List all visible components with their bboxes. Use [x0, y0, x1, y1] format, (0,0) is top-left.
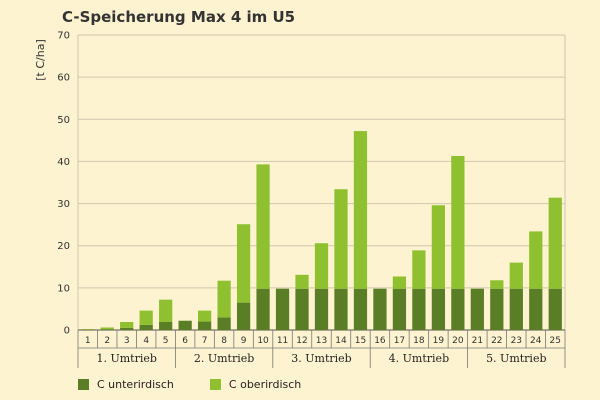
x-tick-label-13: 13 [316, 336, 327, 346]
x-tick-label-14: 14 [335, 336, 347, 346]
bar-unterirdisch-8 [217, 317, 231, 330]
bar-unterirdisch-18 [412, 288, 426, 330]
group-label-3: 3. Umtrieb [291, 352, 351, 365]
bar-oberirdisch-20 [451, 155, 465, 289]
bar-unterirdisch-9 [236, 302, 251, 330]
y-axis-label: [t C/ha] [34, 39, 47, 81]
legend-label-c-unterirdisch: C unterirdisch [97, 378, 174, 391]
y-tick-label-30: 30 [57, 199, 70, 210]
y-tick-label-10: 10 [57, 283, 70, 294]
bar-unterirdisch-14 [334, 288, 348, 330]
bars [81, 131, 562, 330]
x-tick-label-25: 25 [550, 336, 561, 346]
chart-title: C-Speicherung Max 4 im U5 [62, 8, 296, 26]
bar-unterirdisch-15 [353, 288, 368, 330]
bar-unterirdisch-10 [256, 288, 270, 330]
bar-oberirdisch-22 [490, 280, 504, 289]
x-tick-label-20: 20 [452, 336, 464, 346]
x-tick-label-6: 6 [182, 336, 188, 346]
bar-oberirdisch-19 [431, 205, 446, 289]
x-tick-label-3: 3 [124, 336, 130, 346]
bar-unterirdisch-20 [451, 288, 465, 330]
bar-oberirdisch-18 [412, 250, 426, 289]
x-tick-label-5: 5 [163, 336, 169, 346]
bar-oberirdisch-15 [353, 131, 368, 289]
bar-oberirdisch-12 [295, 274, 309, 289]
y-tick-label-50: 50 [57, 115, 70, 126]
y-tick-label-0: 0 [64, 326, 70, 337]
bar-oberirdisch-3 [120, 321, 134, 328]
x-tick-label-16: 16 [374, 336, 386, 346]
x-tick-label-4: 4 [143, 336, 149, 346]
x-tick-label-21: 21 [472, 336, 483, 346]
x-category-labels: 1 2 3 4 5 6 7 8 9 10 11 12 13 14 15 16 17 18 19 20 21 22 23 24 2… [77, 330, 566, 368]
x-tick-label-11: 11 [277, 336, 288, 346]
y-tick-label-60: 60 [57, 73, 70, 84]
x-tick-label-2: 2 [104, 336, 110, 346]
legend-item-c-oberirdisch: C oberirdisch [209, 378, 302, 391]
group-label-2: 2. Umtrieb [194, 352, 254, 365]
y-tick-labels: 0 10 20 30 40 50 60 70 [57, 31, 70, 337]
bar-oberirdisch-25 [548, 197, 562, 289]
group-label-5: 5. Umtrieb [486, 352, 546, 365]
bar-oberirdisch-4 [139, 310, 153, 325]
x-tick-label-24: 24 [530, 336, 542, 346]
bar-oberirdisch-7 [197, 310, 212, 322]
x-tick-label-23: 23 [511, 336, 522, 346]
bar-unterirdisch-19 [431, 288, 446, 330]
x-tick-label-17: 17 [394, 336, 405, 346]
bar-unterirdisch-25 [548, 288, 562, 330]
bar-unterirdisch-4 [139, 324, 153, 330]
bar-oberirdisch-24 [529, 231, 543, 289]
bar-unterirdisch-5 [159, 321, 173, 330]
legend: C unterirdisch C oberirdisch [78, 378, 301, 391]
x-tick-label-12: 12 [296, 336, 307, 346]
bar-unterirdisch-6 [178, 320, 192, 330]
bar-unterirdisch-3 [120, 327, 134, 330]
bar-unterirdisch-21 [470, 288, 484, 330]
x-tick-label-8: 8 [221, 336, 227, 346]
bar-unterirdisch-11 [275, 288, 290, 330]
bar-unterirdisch-17 [392, 288, 407, 330]
group-label-1: 1. Umtrieb [96, 352, 156, 365]
bar-oberirdisch-10 [256, 164, 270, 289]
x-tick-label-22: 22 [491, 336, 502, 346]
legend-item-c-unterirdisch: C unterirdisch [78, 378, 174, 391]
bar-unterirdisch-16 [373, 288, 387, 330]
bar-unterirdisch-12 [295, 288, 309, 330]
x-tick-label-15: 15 [355, 336, 366, 346]
group-labels: 1. Umtrieb 2. Umtrieb 3. Umtrieb 4. Umtrieb… [96, 352, 546, 365]
bar-unterirdisch-2 [100, 329, 114, 330]
y-tick-label-70: 70 [57, 31, 70, 42]
bar-oberirdisch-17 [392, 276, 407, 289]
group-label-4: 4. Umtrieb [389, 352, 449, 365]
bar-oberirdisch-5 [159, 299, 173, 322]
x-tick-label-9: 9 [241, 336, 247, 346]
bar-oberirdisch-14 [334, 189, 348, 289]
bar-oberirdisch-13 [314, 243, 329, 289]
bar-oberirdisch-8 [217, 280, 231, 318]
x-tick-label-19: 19 [433, 336, 445, 346]
x-tick-label-10: 10 [257, 336, 269, 346]
bar-unterirdisch-22 [490, 288, 504, 330]
y-tick-label-20: 20 [57, 241, 70, 252]
x-tick-label-7: 7 [202, 336, 208, 346]
y-tick-label-40: 40 [57, 157, 70, 168]
legend-swatch-c-oberirdisch [209, 379, 221, 390]
x-tick-label-18: 18 [413, 336, 425, 346]
bar-unterirdisch-13 [314, 288, 329, 330]
legend-label-c-oberirdisch: C oberirdisch [228, 378, 302, 391]
bar-unterirdisch-24 [529, 288, 543, 330]
bar-oberirdisch-9 [236, 224, 251, 303]
bar-oberirdisch-23 [509, 262, 523, 289]
bar-oberirdisch-2 [100, 327, 114, 330]
legend-swatch-c-unterirdisch [78, 379, 89, 390]
x-tick-label-1: 1 [85, 336, 91, 346]
bar-unterirdisch-7 [197, 321, 212, 330]
bar-unterirdisch-23 [509, 288, 523, 330]
